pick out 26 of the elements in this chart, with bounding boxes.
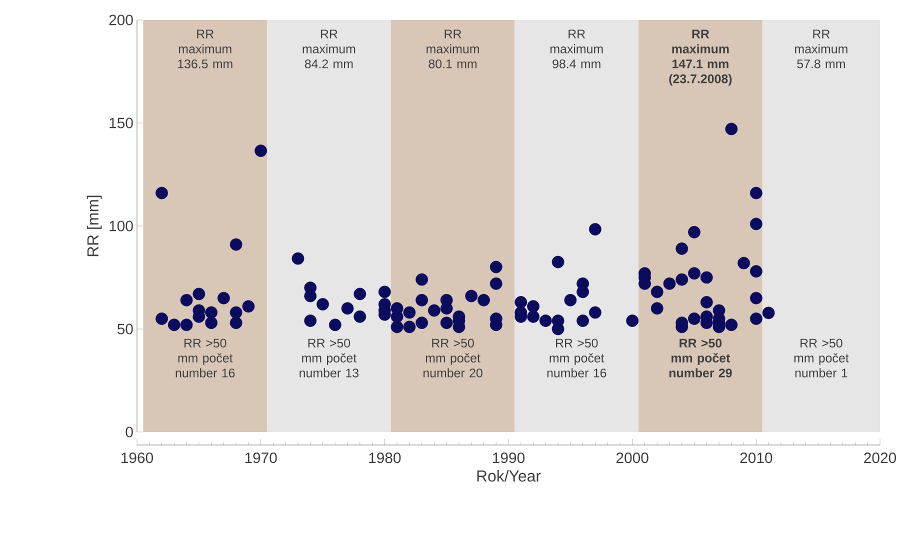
y-tick-label: 0 [126, 426, 133, 438]
band-label: RR maximum 147.1 mm (23.7.2008) [669, 30, 732, 86]
band-label: RR maximum 98.4 mm [550, 30, 603, 68]
x-tick-label: 1980 [369, 452, 401, 464]
y-tick-label: 200 [109, 14, 133, 26]
x-axis-title: Rok/Year [477, 470, 541, 482]
band-label: RR maximum 84.2 mm [302, 30, 356, 68]
band-label: RR maximum 136.5 mm [178, 30, 232, 68]
x-tick-label: 1970 [245, 452, 277, 464]
x-tick-label: 1990 [493, 452, 525, 464]
y-axis-title: RR [mm] [86, 196, 102, 256]
y-tick-label: 50 [117, 324, 133, 334]
annotation: RR >50 mm počet number 13 [300, 338, 358, 378]
annotation: RR >50 mm počet number 16 [547, 338, 606, 378]
annotation: RR >50 mm počet number 20 [423, 338, 482, 378]
annotation: RR >50 mm počet number 29 [669, 338, 732, 378]
y-tick-label: 100 [110, 220, 133, 232]
annotation: RR >50 mm počet number 1 [794, 338, 849, 378]
y-tick-label: 150 [110, 118, 133, 128]
band-label: RR maximum 80.1 mm [426, 30, 479, 68]
x-tick-label: 1960 [122, 452, 154, 464]
x-tick-label: 2020 [864, 452, 896, 464]
x-tick-label: 2000 [616, 452, 648, 464]
x-tick-label: 2010 [740, 452, 772, 464]
band-label: RR maximum 57.8 mm [795, 30, 848, 68]
annotation: RR >50 mm počet number 16 [176, 338, 235, 378]
